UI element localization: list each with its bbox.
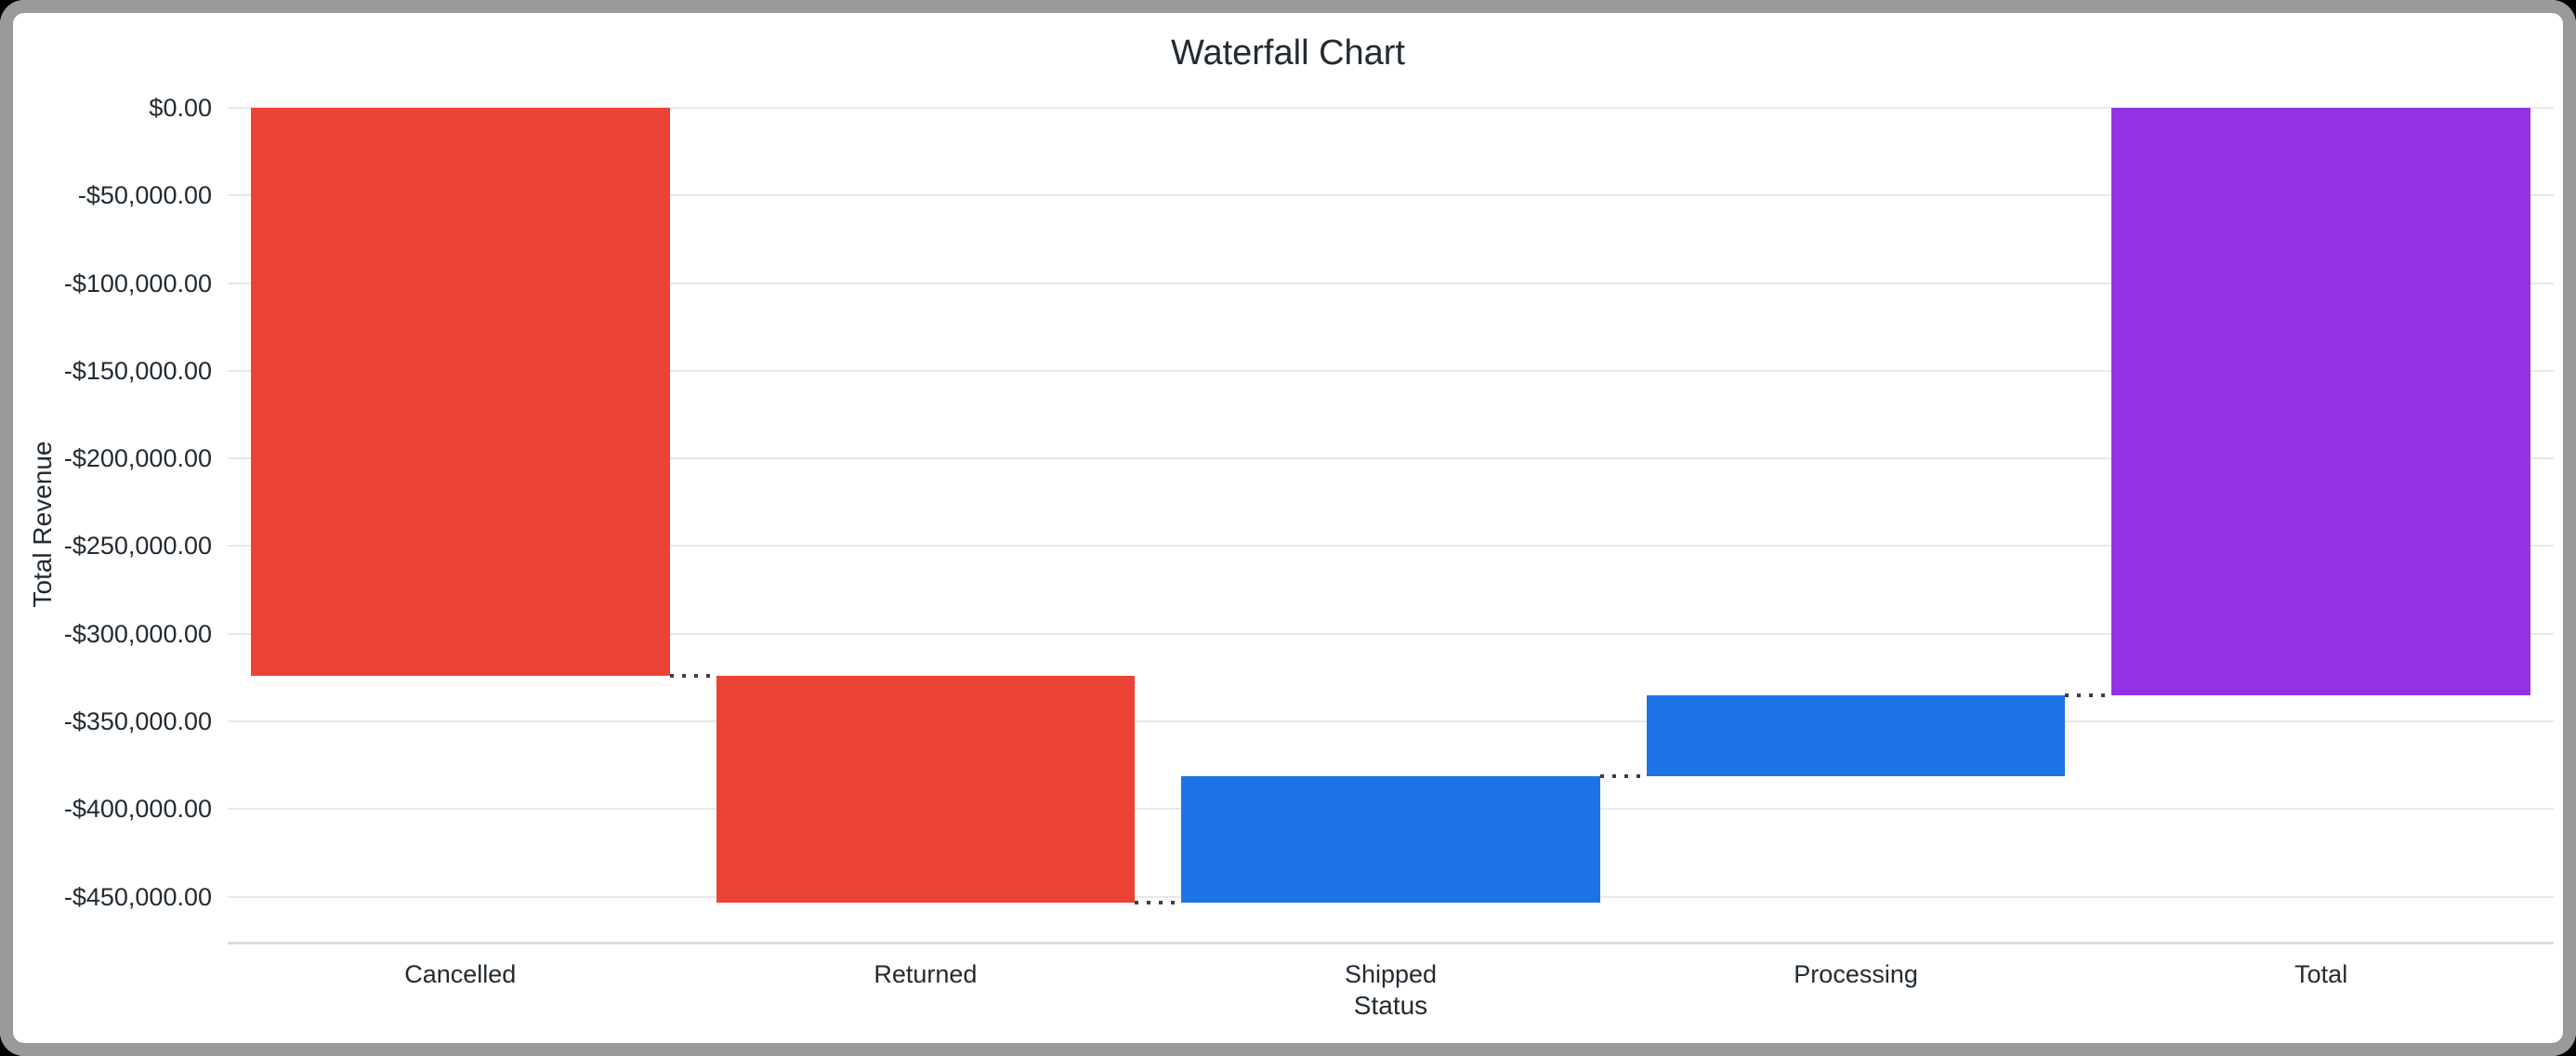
gridline	[228, 632, 2554, 635]
y-tick-label: -$200,000.00	[63, 444, 212, 473]
y-tick-label: -$250,000.00	[63, 532, 212, 561]
waterfall-connector	[669, 673, 716, 678]
x-category-label: Cancelled	[404, 960, 517, 988]
x-category-label: Shipped	[1344, 960, 1438, 988]
y-tick-label: -$150,000.00	[63, 356, 212, 385]
x-category-label: Total	[2294, 960, 2348, 988]
waterfall-connector	[1135, 901, 1182, 905]
gridline	[228, 457, 2554, 460]
gridline	[228, 369, 2554, 372]
waterfall-connector	[2065, 693, 2112, 697]
y-tick-label: -$100,000.00	[63, 269, 212, 297]
bar-returned[interactable]	[716, 675, 1136, 904]
gridline	[228, 545, 2554, 548]
y-tick-label: -$300,000.00	[63, 619, 212, 648]
gridline	[228, 107, 2554, 109]
x-axis-line	[228, 942, 2554, 944]
y-tick-label: -$50,000.00	[77, 181, 212, 210]
y-tick-label: -$350,000.00	[63, 706, 212, 735]
gridline	[228, 719, 2554, 722]
bar-total[interactable]	[2111, 108, 2530, 695]
x-axis-title: Status	[1353, 991, 1428, 1020]
y-tick-label: -$450,000.00	[63, 882, 212, 911]
y-tick-label: -$400,000.00	[63, 795, 212, 824]
y-axis-title: Total Revenue	[28, 441, 57, 608]
bar-cancelled[interactable]	[251, 108, 670, 676]
x-category-label: Returned	[874, 960, 978, 988]
y-tick-label: $0.00	[149, 94, 212, 122]
gridline	[228, 194, 2554, 197]
bar-processing[interactable]	[1646, 694, 2066, 777]
x-category-label: Processing	[1794, 960, 1918, 988]
bar-shipped[interactable]	[1181, 776, 1600, 904]
chart-title: Waterfall Chart	[1171, 33, 1405, 73]
waterfall-connector	[1599, 774, 1647, 779]
gridline	[228, 282, 2554, 284]
